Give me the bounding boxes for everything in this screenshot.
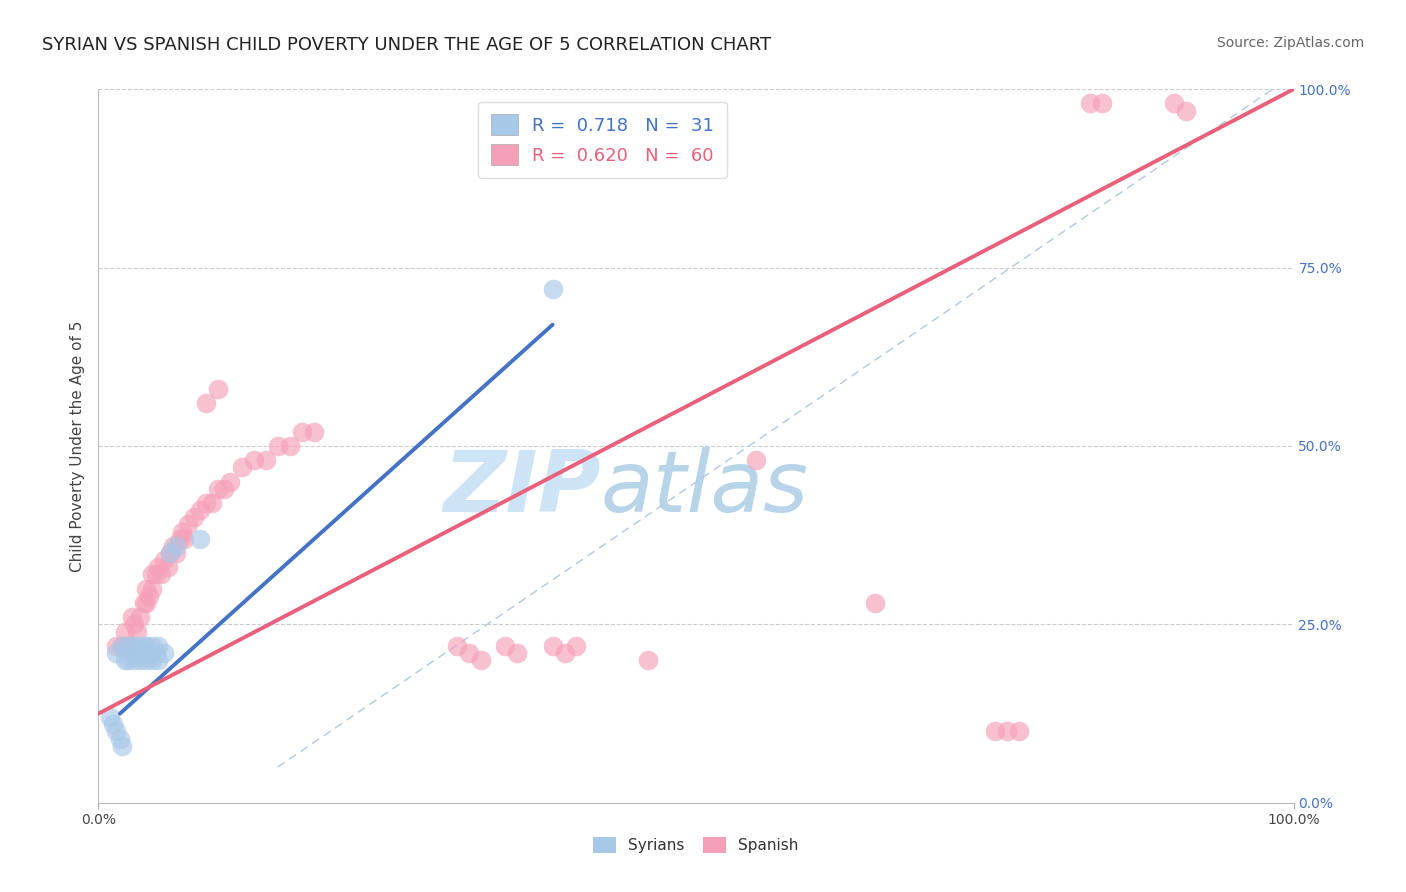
Point [98,710,122,724]
Point [148,639,170,653]
Point [637,653,659,667]
Point [302,425,325,439]
Text: ZIP: ZIP [443,447,600,531]
Point [1163,96,1185,111]
Point [1175,103,1198,118]
Point [458,646,481,660]
Point [506,646,529,660]
Point [541,639,564,653]
Point [541,282,564,296]
Point [101,717,124,731]
Point [125,624,148,639]
Point [111,639,134,653]
Point [565,639,588,653]
Y-axis label: Child Poverty Under the Age of 5: Child Poverty Under the Age of 5 [70,320,86,572]
Point [114,624,136,639]
Point [149,567,172,582]
Point [124,653,146,667]
Point [173,532,195,546]
Point [183,510,205,524]
Point [129,653,152,667]
Point [129,610,152,624]
Point [138,589,160,603]
Point [169,532,191,546]
Point [278,439,301,453]
Point [111,739,134,753]
Point [188,532,211,546]
Point [159,546,181,560]
Point [207,382,229,396]
Point [105,639,128,653]
Point [124,617,146,632]
Point [124,646,146,660]
Point [207,482,229,496]
Point [195,396,218,410]
Point [554,646,576,660]
Point [114,653,136,667]
Point [162,539,184,553]
Point [117,639,139,653]
Point [121,639,143,653]
Point [745,453,768,467]
Point [135,653,157,667]
Point [219,475,242,489]
Point [141,653,163,667]
Point [446,639,468,653]
Point [1080,96,1102,111]
Point [129,646,152,660]
Point [172,524,194,539]
Point [117,639,139,653]
Point [494,639,516,653]
Point [145,567,167,582]
Point [141,567,163,582]
Point [105,724,128,739]
Point [231,460,253,475]
Point [470,653,492,667]
Point [145,646,167,660]
Point [105,646,128,660]
Point [1091,96,1114,111]
Point [132,639,155,653]
Text: SYRIAN VS SPANISH CHILD POVERTY UNDER THE AGE OF 5 CORRELATION CHART: SYRIAN VS SPANISH CHILD POVERTY UNDER TH… [42,36,772,54]
Point [135,639,157,653]
Point [212,482,235,496]
Point [121,610,143,624]
Point [177,517,200,532]
Point [159,546,181,560]
Point [165,546,187,560]
Point [165,539,187,553]
Point [148,560,170,574]
Point [156,560,179,574]
Point [141,639,163,653]
Point [141,582,163,596]
Point [138,646,160,660]
Point [132,596,155,610]
Point [984,724,1007,739]
Point [125,639,148,653]
Point [995,724,1018,739]
Point [201,496,224,510]
Point [865,596,887,610]
Point [135,582,157,596]
Point [254,453,277,467]
Text: atlas: atlas [600,447,808,531]
Point [267,439,290,453]
Point [117,653,139,667]
Point [153,646,176,660]
Text: Source: ZipAtlas.com: Source: ZipAtlas.com [1216,36,1364,50]
Point [148,653,170,667]
Point [135,646,157,660]
Point [1008,724,1031,739]
Legend: Syrians, Spanish: Syrians, Spanish [588,831,804,859]
Point [188,503,211,517]
Point [153,553,176,567]
Point [108,731,131,746]
Point [195,496,218,510]
Point [243,453,266,467]
Point [111,639,134,653]
Point [291,425,314,439]
Point [135,596,157,610]
